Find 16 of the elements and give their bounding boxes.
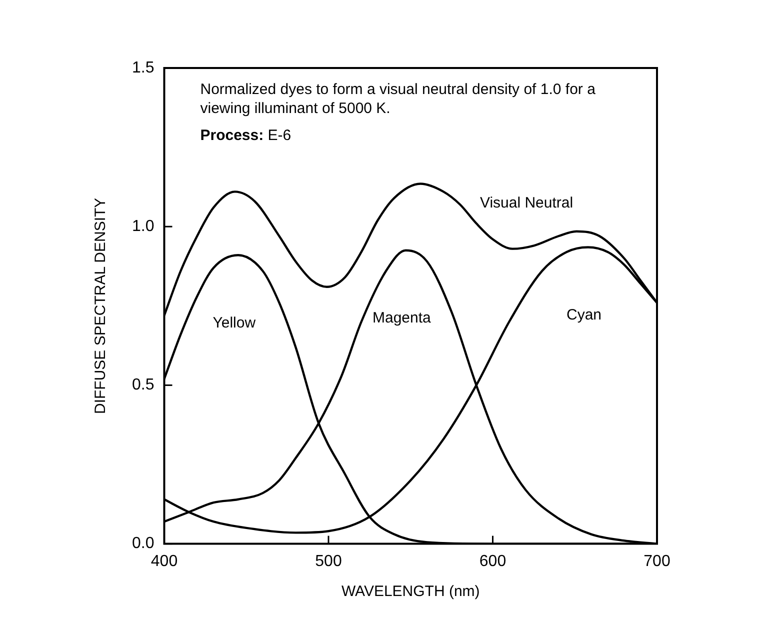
y-tick-label: 0.0: [132, 535, 154, 552]
y-tick-label: 0.5: [132, 376, 154, 394]
x-tick-label: 700: [644, 552, 670, 570]
annotation: Process: E-6: [200, 126, 292, 145]
y-tick-label: 1.5: [132, 59, 154, 76]
y-tick-label: 1.0: [132, 218, 154, 236]
series-label: Magenta: [372, 310, 432, 327]
text: Cyan: [566, 306, 602, 324]
annotation: Normalized dyes to form a visual neutral density of 1.0 for a viewing illuminant of 5000 K.: [200, 80, 596, 118]
y-axis-title: DIFFUSE SPECTRAL DENSITY: [92, 198, 110, 414]
x-tick-label: 400: [150, 552, 178, 570]
x-tick-label: 600: [479, 552, 506, 570]
x-tick-label: 500: [315, 552, 342, 570]
series-label: Yellow: [212, 314, 256, 332]
series-label: Visual Neutral: [480, 194, 574, 212]
x-axis-title: WAVELENGTH (nm): [341, 583, 480, 600]
